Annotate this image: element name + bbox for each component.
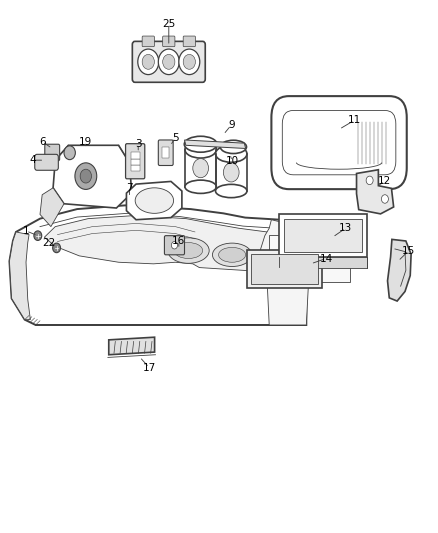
Polygon shape	[261, 220, 311, 325]
FancyBboxPatch shape	[247, 250, 321, 288]
Text: 22: 22	[42, 238, 55, 247]
Ellipse shape	[174, 243, 203, 259]
Text: 25: 25	[162, 19, 175, 29]
Text: 1: 1	[23, 226, 29, 236]
Text: 5: 5	[172, 133, 179, 143]
Ellipse shape	[215, 146, 247, 163]
FancyBboxPatch shape	[162, 36, 175, 47]
Text: 16: 16	[172, 236, 185, 246]
Text: 17: 17	[142, 362, 156, 373]
Polygon shape	[357, 169, 394, 214]
Circle shape	[366, 176, 373, 184]
Text: 6: 6	[39, 136, 46, 147]
FancyBboxPatch shape	[251, 254, 318, 284]
Circle shape	[80, 169, 92, 183]
Bar	[131, 165, 140, 171]
FancyBboxPatch shape	[142, 36, 154, 47]
Circle shape	[183, 54, 195, 69]
Polygon shape	[184, 140, 246, 149]
Circle shape	[64, 146, 75, 160]
FancyBboxPatch shape	[45, 144, 60, 161]
Ellipse shape	[168, 238, 209, 263]
Text: 9: 9	[228, 120, 234, 130]
FancyBboxPatch shape	[284, 219, 362, 252]
Circle shape	[53, 243, 60, 253]
Circle shape	[34, 231, 42, 240]
Polygon shape	[44, 215, 292, 271]
Bar	[131, 152, 140, 159]
FancyBboxPatch shape	[272, 96, 407, 189]
Text: 19: 19	[79, 136, 92, 147]
Ellipse shape	[185, 141, 216, 158]
Text: 3: 3	[135, 139, 141, 149]
Circle shape	[171, 241, 177, 249]
Circle shape	[158, 49, 179, 75]
FancyBboxPatch shape	[126, 144, 145, 179]
Circle shape	[142, 54, 154, 69]
FancyBboxPatch shape	[279, 214, 367, 257]
Ellipse shape	[212, 243, 252, 266]
Text: 10: 10	[226, 156, 239, 166]
FancyBboxPatch shape	[132, 42, 205, 82]
Polygon shape	[10, 232, 30, 320]
Polygon shape	[127, 181, 182, 220]
Text: 11: 11	[348, 115, 361, 125]
Bar	[215, 154, 247, 191]
Polygon shape	[109, 337, 155, 355]
Text: 12: 12	[378, 176, 392, 187]
Circle shape	[75, 163, 97, 189]
Ellipse shape	[135, 188, 173, 213]
Text: 14: 14	[319, 254, 332, 263]
Text: 13: 13	[339, 223, 352, 233]
Circle shape	[223, 163, 239, 182]
Ellipse shape	[220, 140, 247, 154]
Ellipse shape	[219, 247, 246, 262]
FancyBboxPatch shape	[183, 36, 195, 47]
Polygon shape	[40, 188, 64, 227]
Circle shape	[162, 54, 175, 69]
FancyBboxPatch shape	[35, 155, 58, 170]
Bar	[162, 148, 169, 158]
Polygon shape	[388, 239, 411, 301]
FancyBboxPatch shape	[164, 236, 184, 255]
Circle shape	[381, 195, 389, 203]
Circle shape	[179, 49, 200, 75]
Text: 15: 15	[402, 246, 416, 255]
Polygon shape	[53, 146, 132, 208]
FancyBboxPatch shape	[269, 235, 350, 282]
Text: 4: 4	[29, 155, 36, 165]
Ellipse shape	[215, 184, 247, 198]
Circle shape	[193, 159, 208, 177]
Polygon shape	[10, 205, 311, 325]
Bar	[185, 150, 216, 187]
Bar	[279, 257, 367, 268]
Circle shape	[138, 49, 159, 75]
Bar	[131, 159, 140, 165]
Text: 7: 7	[126, 183, 133, 193]
Ellipse shape	[184, 136, 217, 152]
Ellipse shape	[185, 180, 216, 193]
FancyBboxPatch shape	[158, 140, 173, 165]
